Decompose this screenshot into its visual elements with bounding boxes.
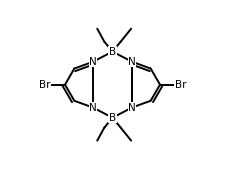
Text: N: N [89, 57, 97, 67]
Text: Br: Br [39, 80, 50, 90]
Text: N: N [128, 103, 136, 113]
Text: N: N [128, 57, 136, 67]
Text: B: B [109, 113, 116, 123]
Text: Br: Br [175, 80, 186, 90]
Text: N: N [89, 103, 97, 113]
Text: B: B [109, 47, 116, 57]
